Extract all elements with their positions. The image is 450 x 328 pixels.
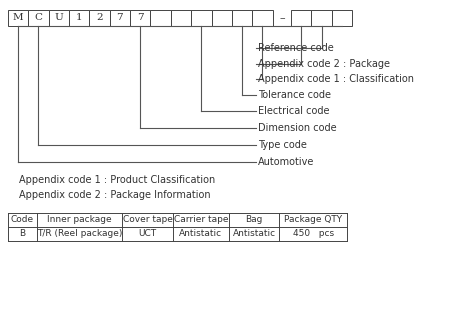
Bar	[8, 10, 28, 26]
Text: Carrier tape: Carrier tape	[174, 215, 228, 224]
Text: Reference code: Reference code	[258, 43, 334, 53]
Text: Tolerance code: Tolerance code	[258, 90, 331, 100]
Text: –: –	[279, 13, 285, 23]
Bar	[130, 10, 150, 26]
Bar	[89, 10, 110, 26]
Bar	[150, 10, 171, 26]
Text: Code: Code	[11, 215, 34, 224]
Text: B: B	[19, 230, 25, 238]
Text: U: U	[54, 13, 63, 23]
Bar	[212, 10, 232, 26]
Text: 1: 1	[76, 13, 82, 23]
Bar	[69, 10, 89, 26]
Text: Inner package: Inner package	[47, 215, 112, 224]
Text: 7: 7	[137, 13, 144, 23]
Text: Appendix code 1 : Classification: Appendix code 1 : Classification	[258, 74, 414, 84]
Bar	[291, 10, 311, 26]
Bar	[311, 10, 332, 26]
Text: Type code: Type code	[258, 140, 307, 150]
Text: T/R (Reel package): T/R (Reel package)	[37, 230, 122, 238]
Text: Automotive: Automotive	[258, 157, 315, 167]
Bar	[49, 10, 69, 26]
Text: Electrical code: Electrical code	[258, 106, 329, 116]
Text: Bag: Bag	[246, 215, 263, 224]
Bar	[332, 10, 352, 26]
Text: Appendix code 2 : Package Information: Appendix code 2 : Package Information	[19, 190, 211, 200]
Bar	[28, 10, 49, 26]
Text: 7: 7	[117, 13, 123, 23]
Text: C: C	[34, 13, 42, 23]
Text: Antistatic: Antistatic	[179, 230, 222, 238]
Text: UCT: UCT	[139, 230, 157, 238]
Text: Antistatic: Antistatic	[233, 230, 276, 238]
Text: Cover tape: Cover tape	[122, 215, 172, 224]
Text: Appendix code 2 : Package: Appendix code 2 : Package	[258, 59, 390, 69]
Text: 450   pcs: 450 pcs	[293, 230, 334, 238]
Bar	[110, 10, 130, 26]
Text: 2: 2	[96, 13, 103, 23]
Text: M: M	[13, 13, 23, 23]
Bar	[252, 10, 273, 26]
Bar	[171, 10, 191, 26]
Text: Dimension code: Dimension code	[258, 123, 337, 133]
Bar	[232, 10, 252, 26]
Text: Package QTY: Package QTY	[284, 215, 342, 224]
Bar	[191, 10, 212, 26]
Text: Appendix code 1 : Product Classification: Appendix code 1 : Product Classification	[19, 175, 216, 185]
